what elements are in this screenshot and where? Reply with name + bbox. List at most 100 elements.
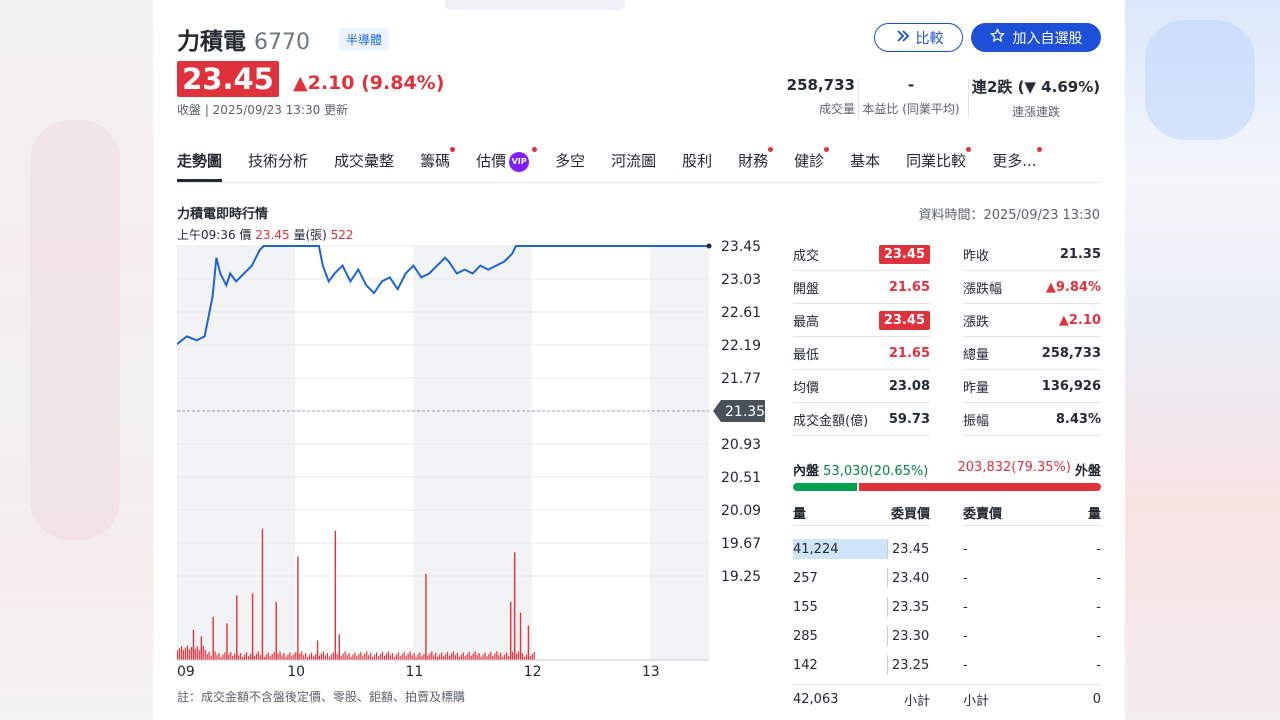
volume-bar (466, 654, 468, 660)
volume-bar (344, 651, 346, 660)
y-tick-label: 23.45 (721, 240, 761, 255)
volume-bar (376, 652, 378, 660)
industry-badge[interactable]: 半導體 (339, 28, 390, 51)
notification-dot (450, 147, 456, 152)
volume-bar (253, 655, 256, 660)
volume-bar (488, 654, 490, 660)
volume-bar (517, 651, 520, 660)
volume-bar (364, 653, 366, 660)
volume-bar (421, 656, 423, 660)
volume-bar (318, 655, 321, 660)
inner-value: 53,030(20.65%) (823, 464, 929, 479)
volume-bar (210, 655, 212, 660)
tab-label: 成交彙整 (334, 152, 395, 170)
volume-bar (279, 651, 281, 660)
x-tick-label: 12 (524, 664, 542, 680)
volume-bar (470, 655, 472, 660)
volume-bar (476, 655, 478, 660)
quote-value: 8.43% (963, 403, 1101, 436)
tab-dividend[interactable]: 股利 (682, 150, 712, 182)
divider (858, 78, 859, 118)
tab-financial[interactable]: 財務 (738, 147, 774, 182)
volume-bar (348, 653, 350, 660)
volume-bar (259, 655, 261, 660)
volume-bar (204, 649, 206, 660)
volume-bar (322, 651, 325, 660)
volume-bar (515, 653, 518, 660)
volume-bar (194, 648, 196, 660)
sell-price: - (963, 629, 968, 644)
buy-price: 23.40 (887, 568, 930, 588)
tab-peers[interactable]: 同業比較 (906, 147, 972, 182)
volume-bar (521, 653, 524, 660)
buy-qty: 142 (793, 657, 818, 673)
volume-bar (439, 654, 441, 660)
volume-bar (293, 654, 295, 660)
tab-long-short[interactable]: 多空 (555, 150, 585, 182)
volume-bar (393, 656, 395, 660)
volume-bar (500, 653, 502, 660)
order-book-row: 285 23.30 - - (793, 622, 1101, 651)
tab-trend[interactable]: 走勢圖 (177, 150, 223, 182)
tab-trades[interactable]: 成交彙整 (334, 150, 394, 182)
volume-bar (450, 653, 453, 660)
tab-river[interactable]: 河流圖 (611, 150, 656, 182)
volume-bar (533, 651, 535, 660)
volume-bar (531, 654, 533, 660)
volume-bar (478, 653, 480, 660)
compare-button[interactable]: 比較 (874, 23, 963, 52)
tab-valuation[interactable]: 估價 VIP (476, 147, 538, 182)
total-sell: 0 (1092, 692, 1101, 707)
volume-bar (381, 651, 384, 660)
quote-row: 開盤 21.65 漲跌幅 ▲9.84% (793, 271, 1101, 304)
volume-bar (285, 656, 287, 660)
sell-qty: - (1096, 571, 1101, 586)
streak-value: 連2跌 (▼ 4.69%) (971, 78, 1101, 96)
volume-bar (281, 655, 283, 660)
volume-bar (409, 651, 411, 660)
volume-bar (474, 651, 476, 660)
tab-label: 財務 (738, 152, 769, 170)
volume-bar (443, 656, 445, 660)
volume-bar (255, 653, 258, 660)
quote-value: ▲9.84% (963, 271, 1101, 304)
intraday-chart[interactable]: 23.45 23.03 22.61 22.19 21.77 21.35 20.93 20.51… (177, 240, 777, 680)
summary-pe: - 本益比 (同業平均) (859, 76, 963, 117)
tab-more[interactable]: 更多... (992, 147, 1042, 182)
hover-time: 上午09:36 (177, 228, 236, 242)
volume-bar (433, 655, 435, 660)
volume-bar (330, 654, 332, 660)
price-line (177, 245, 709, 345)
hour-band (177, 246, 296, 660)
outer-label: 外盤 (1074, 464, 1101, 479)
volume-bar (177, 650, 179, 660)
volume-bar (208, 651, 210, 660)
volume-bar (403, 651, 405, 660)
tab-basic[interactable]: 基本 (850, 150, 880, 182)
quote-value: 23.45 (793, 238, 930, 271)
volume-bar (287, 654, 289, 660)
volume-bar (332, 652, 334, 660)
add-watchlist-label: 加入自選股 (1012, 30, 1083, 47)
sell-qty: - (1096, 629, 1101, 644)
volume-bar (484, 652, 486, 660)
tab-technical[interactable]: 技術分析 (248, 150, 308, 182)
volume-bar (218, 653, 220, 660)
volume-bar (312, 656, 315, 660)
order-book-row: 41,224 23.45 - - (793, 535, 1101, 564)
volume-bar (441, 652, 443, 660)
tab-label: 同業比較 (906, 152, 967, 170)
tab-chips[interactable]: 籌碼 (420, 147, 456, 182)
tab-label: 估價 (476, 152, 507, 170)
header-buy-price: 委買價 (793, 500, 930, 526)
volume-bar (214, 651, 216, 660)
volume-bar (472, 653, 474, 660)
volume-bar (370, 653, 372, 660)
volume-bar (446, 651, 449, 660)
add-watchlist-button[interactable]: 加入自選股 (971, 23, 1101, 52)
tab-health[interactable]: 健診 (794, 147, 830, 182)
volume-bar (334, 530, 337, 660)
buy-qty: 257 (793, 570, 818, 586)
last-price-dot (706, 243, 712, 249)
volume-bar (267, 652, 269, 660)
